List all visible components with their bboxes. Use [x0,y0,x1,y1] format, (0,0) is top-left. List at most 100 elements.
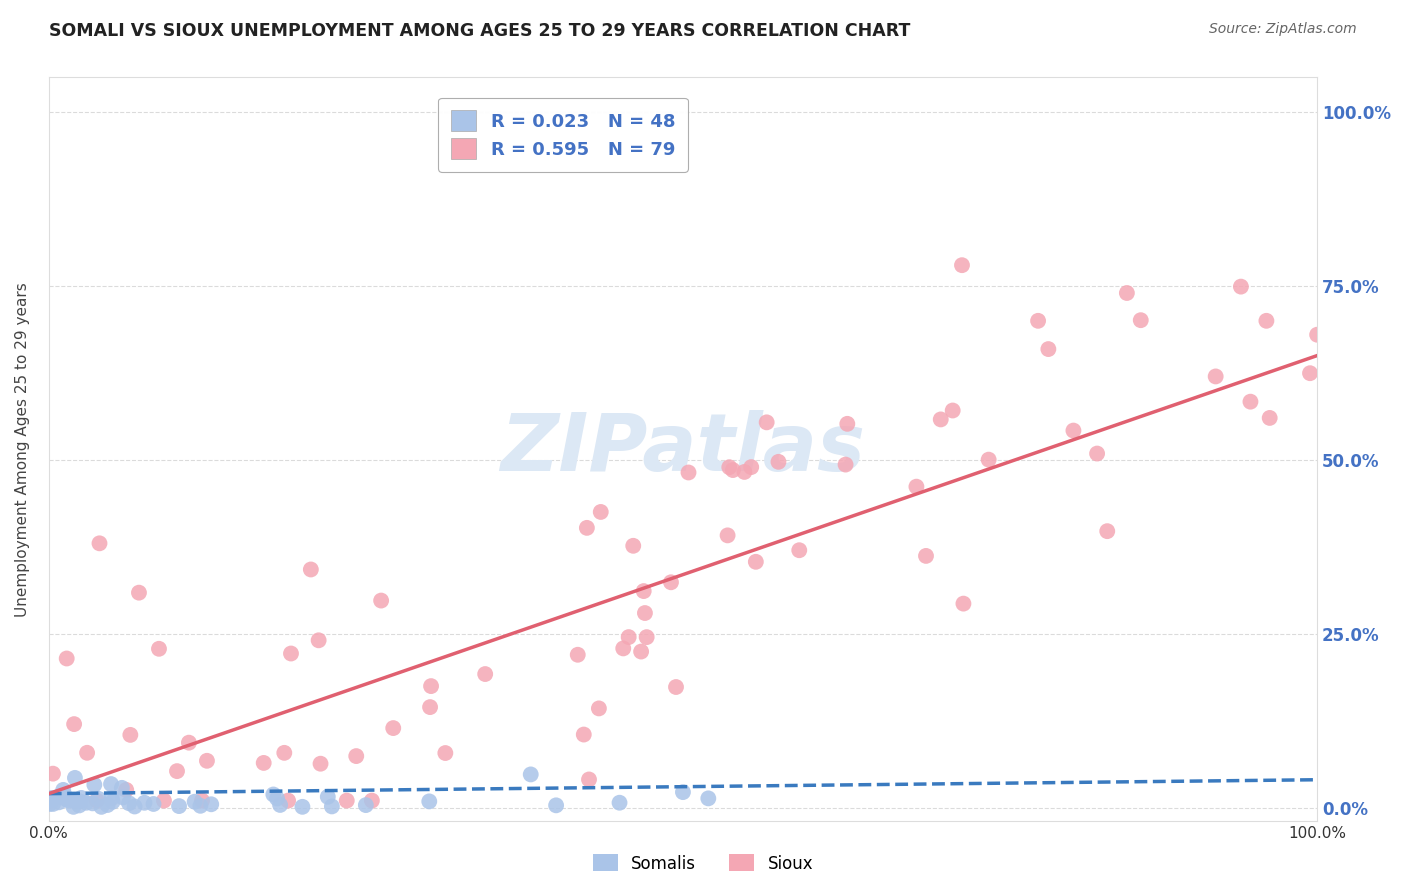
Point [101,791,124,805]
Point [101,795,124,809]
Point [200,797,222,812]
Point [572,727,595,741]
Point [63,717,86,731]
Point [575,521,598,535]
Point [291,800,314,814]
Point [929,412,952,426]
Point [740,460,762,475]
Point [142,797,165,811]
Point [183,795,205,809]
Point [665,680,688,694]
Point [280,647,302,661]
Point [617,630,640,644]
Point [787,543,810,558]
Point [83,778,105,792]
Point [153,794,176,808]
Point [111,780,134,795]
Point [1230,279,1253,293]
Point [905,480,928,494]
Point [336,794,359,808]
Point [633,584,655,599]
Point [309,756,332,771]
Point [434,746,457,760]
Point [634,606,657,620]
Point [360,794,382,808]
Point [942,403,965,417]
Point [115,783,138,797]
Point [262,788,284,802]
Point [70,790,93,805]
Point [100,777,122,791]
Legend: Somalis, Sioux: Somalis, Sioux [586,847,820,880]
Point [1038,342,1060,356]
Point [67,798,90,813]
Point [420,679,443,693]
Point [1239,394,1261,409]
Point [636,630,658,644]
Point [950,258,973,272]
Point [195,754,218,768]
Point [89,536,111,550]
Point [69,794,91,808]
Point [62,800,84,814]
Point [277,794,299,808]
Point [354,798,377,813]
Point [53,789,76,803]
Point [41,791,63,805]
Point [474,667,496,681]
Point [253,756,276,770]
Point [48,795,70,809]
Point [148,641,170,656]
Point [612,641,634,656]
Y-axis label: Unemployment Among Ages 25 to 29 years: Unemployment Among Ages 25 to 29 years [15,282,30,617]
Point [621,539,644,553]
Point [75,796,97,810]
Point [1026,314,1049,328]
Point [1062,424,1084,438]
Point [1256,314,1278,328]
Point [96,798,118,813]
Point [46,789,69,804]
Text: Source: ZipAtlas.com: Source: ZipAtlas.com [1209,22,1357,37]
Point [316,789,339,804]
Point [718,460,741,475]
Point [834,458,856,472]
Point [42,766,65,780]
Point [124,799,146,814]
Point [1299,366,1322,380]
Point [382,721,405,735]
Point [38,793,60,807]
Point [299,562,322,576]
Point [191,794,214,808]
Point [1258,411,1281,425]
Point [567,648,589,662]
Point [745,555,768,569]
Point [321,799,343,814]
Point [266,791,288,805]
Point [167,799,190,814]
Point [86,794,108,808]
Point [56,793,79,807]
Point [952,597,974,611]
Point [55,651,77,665]
Point [697,791,720,805]
Point [1085,446,1108,460]
Point [837,417,859,431]
Point [721,463,744,477]
Point [38,797,60,811]
Point [370,593,392,607]
Point [1306,327,1329,342]
Point [190,798,212,813]
Point [578,772,600,787]
Point [344,749,367,764]
Point [915,549,938,563]
Point [1205,369,1227,384]
Point [52,783,75,797]
Point [755,415,778,429]
Point [419,700,441,714]
Point [678,466,700,480]
Point [588,701,610,715]
Point [90,800,112,814]
Point [118,796,141,810]
Point [42,797,65,811]
